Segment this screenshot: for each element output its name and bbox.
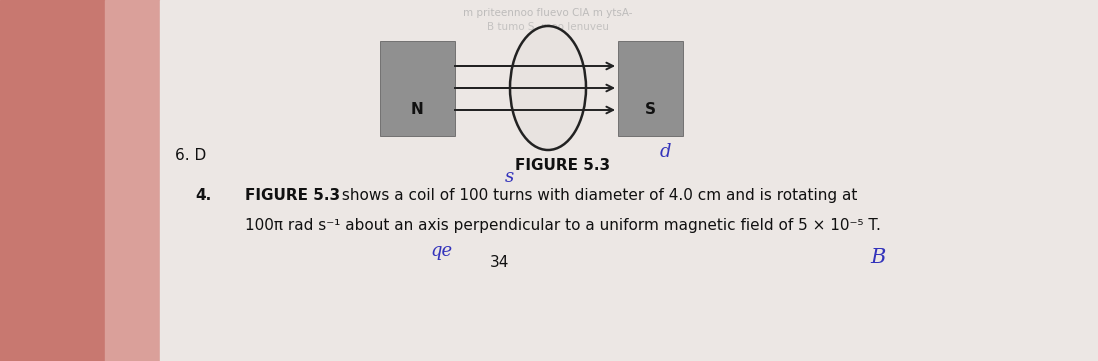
Text: shows a coil of 100 turns with diameter of 4.0 cm and is rotating at: shows a coil of 100 turns with diameter … (337, 188, 858, 203)
Text: m priteennoo fluevo CIA m ytsA-: m priteennoo fluevo CIA m ytsA- (463, 8, 632, 18)
Bar (160, 0, 1098, 361)
Text: d: d (660, 143, 672, 161)
Text: FIGURE 5.3: FIGURE 5.3 (245, 188, 340, 203)
Text: 34: 34 (490, 255, 509, 270)
Text: N: N (411, 103, 424, 117)
Bar (380, 41, 455, 136)
Ellipse shape (509, 26, 586, 150)
Text: 4.: 4. (195, 188, 211, 203)
Text: B tumo S ,moo lenuveu: B tumo S ,moo lenuveu (488, 22, 609, 32)
Text: s: s (505, 168, 514, 186)
Bar (618, 41, 683, 136)
Text: qe: qe (430, 242, 452, 260)
Text: 100π rad s⁻¹ about an axis perpendicular to a uniform magnetic field of 5 × 10⁻⁵: 100π rad s⁻¹ about an axis perpendicular… (245, 218, 881, 233)
Text: B: B (870, 248, 885, 267)
Bar (105, 0, 160, 361)
Text: S: S (645, 103, 656, 117)
Text: 6. D: 6. D (175, 148, 206, 163)
Text: FIGURE 5.3: FIGURE 5.3 (515, 158, 610, 173)
Bar (0, 0, 105, 361)
